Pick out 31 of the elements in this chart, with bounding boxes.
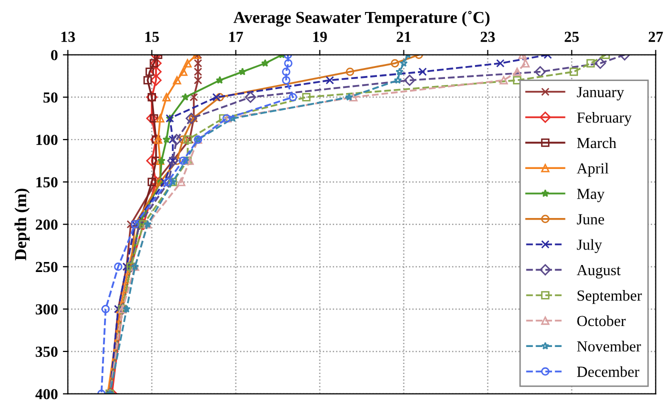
legend-label: April xyxy=(576,162,609,177)
x-tick-label: 15 xyxy=(145,32,159,42)
legend-label: June xyxy=(576,214,604,224)
legend-label: July xyxy=(576,239,602,253)
y-tick-label: 350 xyxy=(36,346,58,357)
legend-label: December xyxy=(577,366,640,377)
legend-label: February xyxy=(577,112,632,126)
legend-label: November xyxy=(577,340,641,352)
y-tick-label: 400 xyxy=(35,388,58,400)
legend-label: August xyxy=(576,265,621,278)
legend-label: May xyxy=(577,188,605,202)
legend-label: September xyxy=(578,290,642,304)
legend-label: March xyxy=(577,137,616,148)
y-tick-label: 50 xyxy=(43,92,58,103)
y-tick-label: 150 xyxy=(36,177,58,188)
x-tick-label: 21 xyxy=(396,32,411,42)
x-axis-title: Average Seawater Temperature (˚C) xyxy=(233,10,490,27)
y-tick-label: 300 xyxy=(36,304,58,315)
x-tick-label: 25 xyxy=(564,32,579,42)
y-tick-label: 100 xyxy=(36,134,58,146)
x-tick-label: 13 xyxy=(61,32,75,42)
x-tick-label: 23 xyxy=(480,32,495,42)
y-tick-label: 200 xyxy=(36,219,58,230)
y-tick-label: 0 xyxy=(51,50,58,60)
legend-label: January xyxy=(576,87,624,100)
x-tick-label: 27 xyxy=(648,32,663,42)
x-tick-label: 17 xyxy=(229,32,244,42)
y-tick-label: 250 xyxy=(36,262,58,272)
x-tick-label: 19 xyxy=(313,32,327,42)
legend-label: October xyxy=(577,315,626,326)
y-axis-title: Depth (m) xyxy=(14,188,30,260)
